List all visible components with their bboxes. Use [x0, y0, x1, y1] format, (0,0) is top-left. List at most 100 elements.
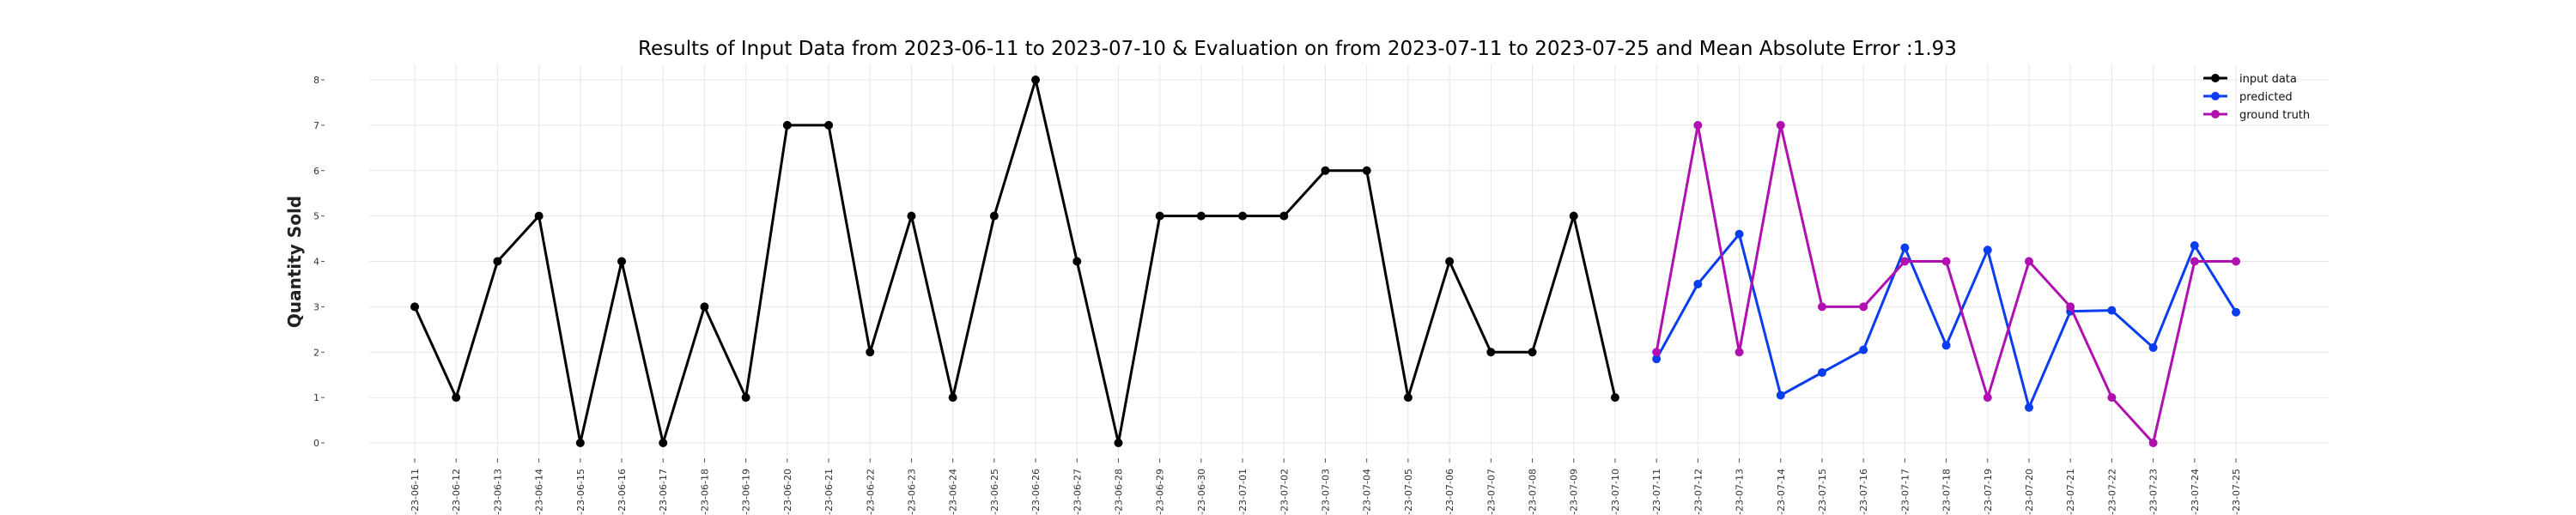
x-tick-label: -23-07-18	[1941, 469, 1953, 515]
data-point-input-data	[1321, 166, 1330, 175]
data-point-ground-truth	[2066, 302, 2075, 312]
x-tick-label: -23-07-02	[1279, 469, 1290, 515]
y-tick-label: 8	[313, 75, 319, 86]
data-point-input-data	[700, 302, 709, 312]
data-point-input-data	[1528, 348, 1537, 357]
legend-label-ground-truth: ground truth	[2239, 109, 2310, 122]
x-tick-label: -23-06-25	[989, 469, 1000, 515]
data-point-input-data	[824, 120, 834, 130]
x-tick-label: -23-06-11	[410, 469, 421, 515]
x-tick-label: -23-07-20	[2024, 469, 2035, 515]
data-point-ground-truth	[1652, 348, 1662, 357]
x-tick-label: -23-06-24	[948, 469, 959, 515]
x-tick-label: -23-07-19	[1983, 469, 1994, 515]
data-point-input-data	[948, 393, 957, 403]
data-point-input-data	[1403, 393, 1413, 403]
data-point-ground-truth	[2148, 439, 2158, 447]
y-tick-label: 3	[313, 301, 319, 312]
x-tick-label: -23-06-29	[1155, 469, 1166, 515]
x-tick-label: -23-07-08	[1528, 469, 1539, 515]
data-point-predicted	[1900, 243, 1910, 252]
data-point-input-data	[1610, 393, 1619, 403]
data-point-input-data	[534, 211, 544, 221]
data-point-input-data	[410, 302, 419, 312]
data-point-input-data	[1486, 348, 1496, 357]
data-point-input-data	[741, 393, 750, 403]
data-point-predicted	[2148, 342, 2158, 352]
y-tick-label: 1	[313, 392, 319, 403]
data-point-ground-truth	[1983, 393, 1992, 403]
data-point-ground-truth	[2107, 393, 2117, 403]
data-point-input-data	[1569, 211, 1578, 221]
data-point-ground-truth	[1776, 120, 1785, 130]
data-point-predicted	[2107, 306, 2117, 315]
data-point-ground-truth	[1859, 302, 1868, 312]
x-tick-label: -23-07-03	[1321, 469, 1332, 515]
data-point-input-data	[1362, 166, 1371, 175]
x-axis-ticks: -23-06-11 -23-06-12 -23-06-13 -23-06-14 -23-…	[410, 458, 2242, 515]
data-point-predicted	[1859, 345, 1868, 354]
x-tick-label: -23-06-12	[451, 469, 462, 515]
data-point-input-data	[1279, 211, 1289, 221]
x-tick-label: -23-06-21	[823, 469, 835, 515]
y-tick-label: 5	[313, 211, 319, 222]
data-point-ground-truth	[1941, 257, 1951, 266]
x-tick-label: -23-07-25	[2231, 469, 2242, 515]
data-point-input-data	[782, 120, 792, 130]
data-point-input-data	[493, 257, 502, 266]
legend-marker-input-data	[2211, 74, 2220, 82]
data-point-input-data	[1031, 76, 1041, 84]
data-point-input-data	[452, 393, 461, 403]
data-point-predicted	[1817, 368, 1826, 378]
data-point-input-data	[866, 348, 875, 357]
legend-label-predicted: predicted	[2239, 91, 2293, 104]
data-point-input-data	[1072, 257, 1082, 266]
data-point-input-data	[907, 211, 916, 221]
data-point-input-data	[1445, 257, 1455, 266]
x-tick-label: -23-06-13	[492, 469, 503, 515]
series-line-input-data	[413, 75, 1617, 448]
data-point-input-data	[659, 439, 668, 447]
x-tick-label: -23-07-11	[1651, 469, 1662, 515]
x-tick-label: -23-07-21	[2065, 469, 2076, 515]
data-point-predicted	[1776, 391, 1785, 400]
series-group	[410, 75, 2240, 448]
x-tick-label: -23-07-14	[1776, 469, 1787, 515]
data-point-predicted	[1941, 341, 1951, 350]
chart-title: Results of Input Data from 2023-06-11 to…	[638, 38, 1957, 60]
data-point-predicted	[1735, 229, 1744, 239]
legend-label-input-data: input data	[2239, 73, 2297, 86]
x-tick-label: -23-07-13	[1735, 469, 1746, 515]
data-point-predicted	[2024, 403, 2033, 412]
data-point-predicted	[2190, 240, 2199, 250]
x-tick-label: -23-06-20	[782, 469, 793, 515]
x-tick-label: -23-07-22	[2106, 469, 2117, 515]
x-tick-label: -23-07-10	[1610, 469, 1621, 515]
y-axis-ticks: 0 1 2 3 4 5 6 7 8	[313, 75, 325, 449]
data-point-input-data	[1196, 211, 1206, 221]
x-tick-label: -23-06-16	[617, 469, 628, 515]
data-point-ground-truth	[1900, 257, 1910, 266]
data-point-predicted	[1652, 354, 1662, 364]
x-tick-label: -23-07-07	[1485, 469, 1497, 515]
y-axis-label: Quantity Sold	[284, 196, 305, 328]
data-point-input-data	[1238, 211, 1248, 221]
x-tick-label: -23-07-15	[1817, 469, 1828, 515]
data-point-ground-truth	[2024, 257, 2033, 266]
y-tick-label: 0	[313, 438, 319, 449]
legend-marker-ground-truth	[2211, 110, 2220, 118]
x-tick-label: -23-06-23	[906, 469, 917, 515]
data-point-ground-truth	[1817, 302, 1826, 312]
data-point-predicted	[1693, 279, 1703, 288]
data-point-ground-truth	[1735, 348, 1744, 357]
data-point-input-data	[989, 211, 999, 221]
x-tick-label: -23-06-17	[658, 469, 669, 515]
x-tick-label: -23-07-04	[1362, 469, 1373, 515]
data-point-input-data	[575, 439, 585, 447]
y-tick-label: 2	[313, 347, 319, 358]
data-point-ground-truth	[1693, 120, 1703, 130]
x-tick-label: -23-06-19	[741, 469, 752, 515]
x-tick-label: -23-06-14	[534, 469, 545, 515]
data-point-input-data	[1155, 211, 1164, 221]
x-tick-label: -23-07-01	[1237, 469, 1249, 515]
